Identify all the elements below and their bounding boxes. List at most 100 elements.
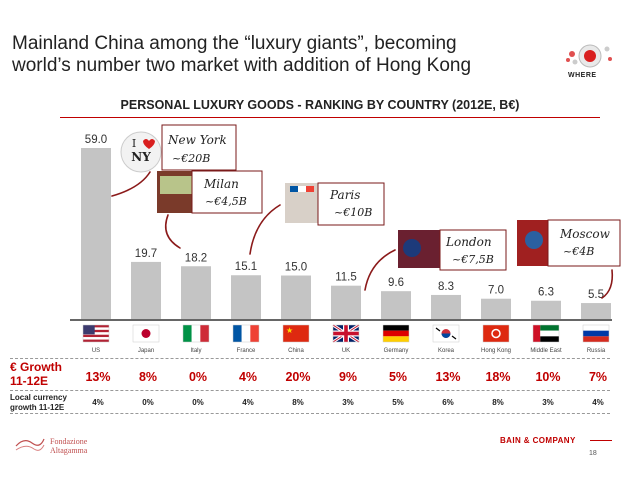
growth-korea: 13% bbox=[435, 370, 460, 384]
country-label-germany: Germany bbox=[384, 348, 409, 354]
local-growth-middle-east: 3% bbox=[542, 398, 554, 407]
slide-title: Mainland China among the “luxury giants”… bbox=[12, 33, 572, 77]
arrow-milan bbox=[164, 214, 181, 249]
value-label-korea: 8.3 bbox=[438, 281, 454, 293]
callout-moscow-value: ~€4B bbox=[563, 245, 594, 258]
value-label-italy: 18.2 bbox=[185, 252, 207, 264]
country-label-japan: Japan bbox=[138, 348, 154, 354]
bar-russia bbox=[581, 303, 611, 319]
value-label-middle-east: 6.3 bbox=[538, 287, 554, 299]
separator-mid bbox=[10, 390, 610, 391]
callout-london bbox=[439, 229, 507, 271]
arrow-new-york bbox=[111, 171, 151, 197]
local-growth-china: 8% bbox=[292, 398, 304, 407]
chart-title: PERSONAL LUXURY GOODS - RANKING BY COUNT… bbox=[120, 98, 520, 112]
bar-us bbox=[81, 148, 111, 319]
local-growth-uk: 3% bbox=[342, 398, 354, 407]
separator-top bbox=[10, 358, 610, 359]
flag-middle-east-icon bbox=[532, 324, 560, 343]
value-label-russia: 5.5 bbox=[588, 289, 604, 301]
value-label-germany: 9.6 bbox=[388, 277, 404, 289]
growth-japan: 8% bbox=[139, 370, 157, 384]
callout-new-york-city: New York bbox=[167, 133, 227, 147]
callout-moscow-city: Moscow bbox=[559, 227, 611, 241]
foundation-line-1: Fondazione bbox=[50, 437, 88, 446]
local-growth-japan: 0% bbox=[142, 398, 154, 407]
bar-hong-kong bbox=[481, 298, 511, 319]
growth-us: 13% bbox=[85, 370, 110, 384]
flag-russia-icon bbox=[582, 324, 610, 343]
country-label-uk: UK bbox=[342, 348, 350, 354]
bar-china bbox=[281, 275, 311, 319]
callout-milan-value: ~€4,5B bbox=[205, 195, 247, 208]
flag-france-icon bbox=[232, 324, 260, 343]
callout-new-york-value: ~€20B bbox=[172, 152, 210, 165]
ny-badge-ny: NY bbox=[131, 150, 151, 164]
bar-germany bbox=[381, 291, 411, 319]
country-label-hong-kong: Hong Kong bbox=[481, 348, 511, 354]
altagamma-logo-icon bbox=[15, 438, 45, 451]
callout-paris-city: Paris bbox=[329, 188, 360, 202]
growth-middle-east: 10% bbox=[535, 370, 560, 384]
callout-paris bbox=[317, 182, 385, 226]
callout-london-city: London bbox=[445, 235, 492, 249]
growth-row-label: € Growth 11-12E bbox=[10, 360, 63, 388]
growth-china: 20% bbox=[285, 370, 310, 384]
growth-uk: 9% bbox=[339, 370, 357, 384]
growth-hong-kong: 18% bbox=[485, 370, 510, 384]
local-growth-korea: 6% bbox=[442, 398, 454, 407]
country-label-us: US bbox=[92, 348, 100, 354]
bar-korea bbox=[431, 294, 461, 319]
arrow-moscow bbox=[601, 269, 614, 299]
ny-badge-i: I bbox=[132, 137, 136, 150]
growth-france: 4% bbox=[239, 370, 257, 384]
bain-company-name: BAIN & COMPANY bbox=[500, 436, 576, 445]
flag-japan-icon bbox=[132, 324, 160, 343]
callout-moscow bbox=[547, 219, 621, 267]
country-label-italy: Italy bbox=[190, 348, 201, 354]
value-label-hong-kong: 7.0 bbox=[488, 285, 504, 297]
flag-italy-icon bbox=[182, 324, 210, 343]
country-label-china: China bbox=[288, 348, 304, 354]
country-label-russia: Russia bbox=[587, 348, 606, 354]
callout-london-value: ~€7,5B bbox=[452, 253, 494, 266]
heart-icon bbox=[143, 139, 155, 149]
country-label-france: France bbox=[237, 348, 256, 354]
callout-paris-value: ~€10B bbox=[334, 206, 372, 219]
flag-germany-icon bbox=[382, 324, 410, 343]
value-label-us: 59.0 bbox=[85, 134, 107, 146]
bar-japan bbox=[131, 261, 161, 319]
page-number: 18 bbox=[589, 450, 597, 457]
growth-germany: 5% bbox=[389, 370, 407, 384]
chart-title-underline bbox=[60, 117, 600, 118]
value-label-japan: 19.7 bbox=[135, 248, 157, 260]
separator-bottom bbox=[10, 413, 610, 414]
arrow-london bbox=[364, 249, 396, 291]
bar-italy bbox=[181, 266, 211, 319]
bar-uk bbox=[331, 285, 361, 319]
flag-uk-icon bbox=[332, 323, 360, 344]
value-label-china: 15.0 bbox=[285, 262, 307, 274]
callout-new-york bbox=[161, 124, 237, 171]
value-label-uk: 11.5 bbox=[335, 272, 357, 284]
local-growth-row-label: Local currency growth 11-12E bbox=[10, 393, 67, 412]
country-label-middle-east: Middle East bbox=[530, 348, 562, 354]
flag-hong-kong-icon bbox=[482, 324, 510, 343]
bar-middle-east bbox=[531, 300, 561, 319]
slide-title-line-1: Mainland China among the “luxury giants”… bbox=[12, 33, 457, 54]
bar-france bbox=[231, 275, 261, 319]
flag-us-icon bbox=[82, 324, 110, 343]
where-logo-text: WHERE bbox=[568, 72, 597, 79]
local-growth-italy: 0% bbox=[192, 398, 204, 407]
value-label-france: 15.1 bbox=[235, 261, 257, 273]
flag-china-icon: ★ bbox=[282, 324, 310, 343]
country-label-korea: Korea bbox=[438, 348, 455, 354]
growth-russia: 7% bbox=[589, 370, 607, 384]
foundation-name: Fondazione Altagamma bbox=[50, 437, 87, 455]
local-growth-russia: 4% bbox=[592, 398, 604, 407]
slide-title-line-2: world’s number two market with addition … bbox=[12, 55, 472, 76]
local-growth-france: 4% bbox=[242, 398, 254, 407]
callout-milan-city: Milan bbox=[203, 177, 239, 191]
local-growth-hong-kong: 8% bbox=[492, 398, 504, 407]
